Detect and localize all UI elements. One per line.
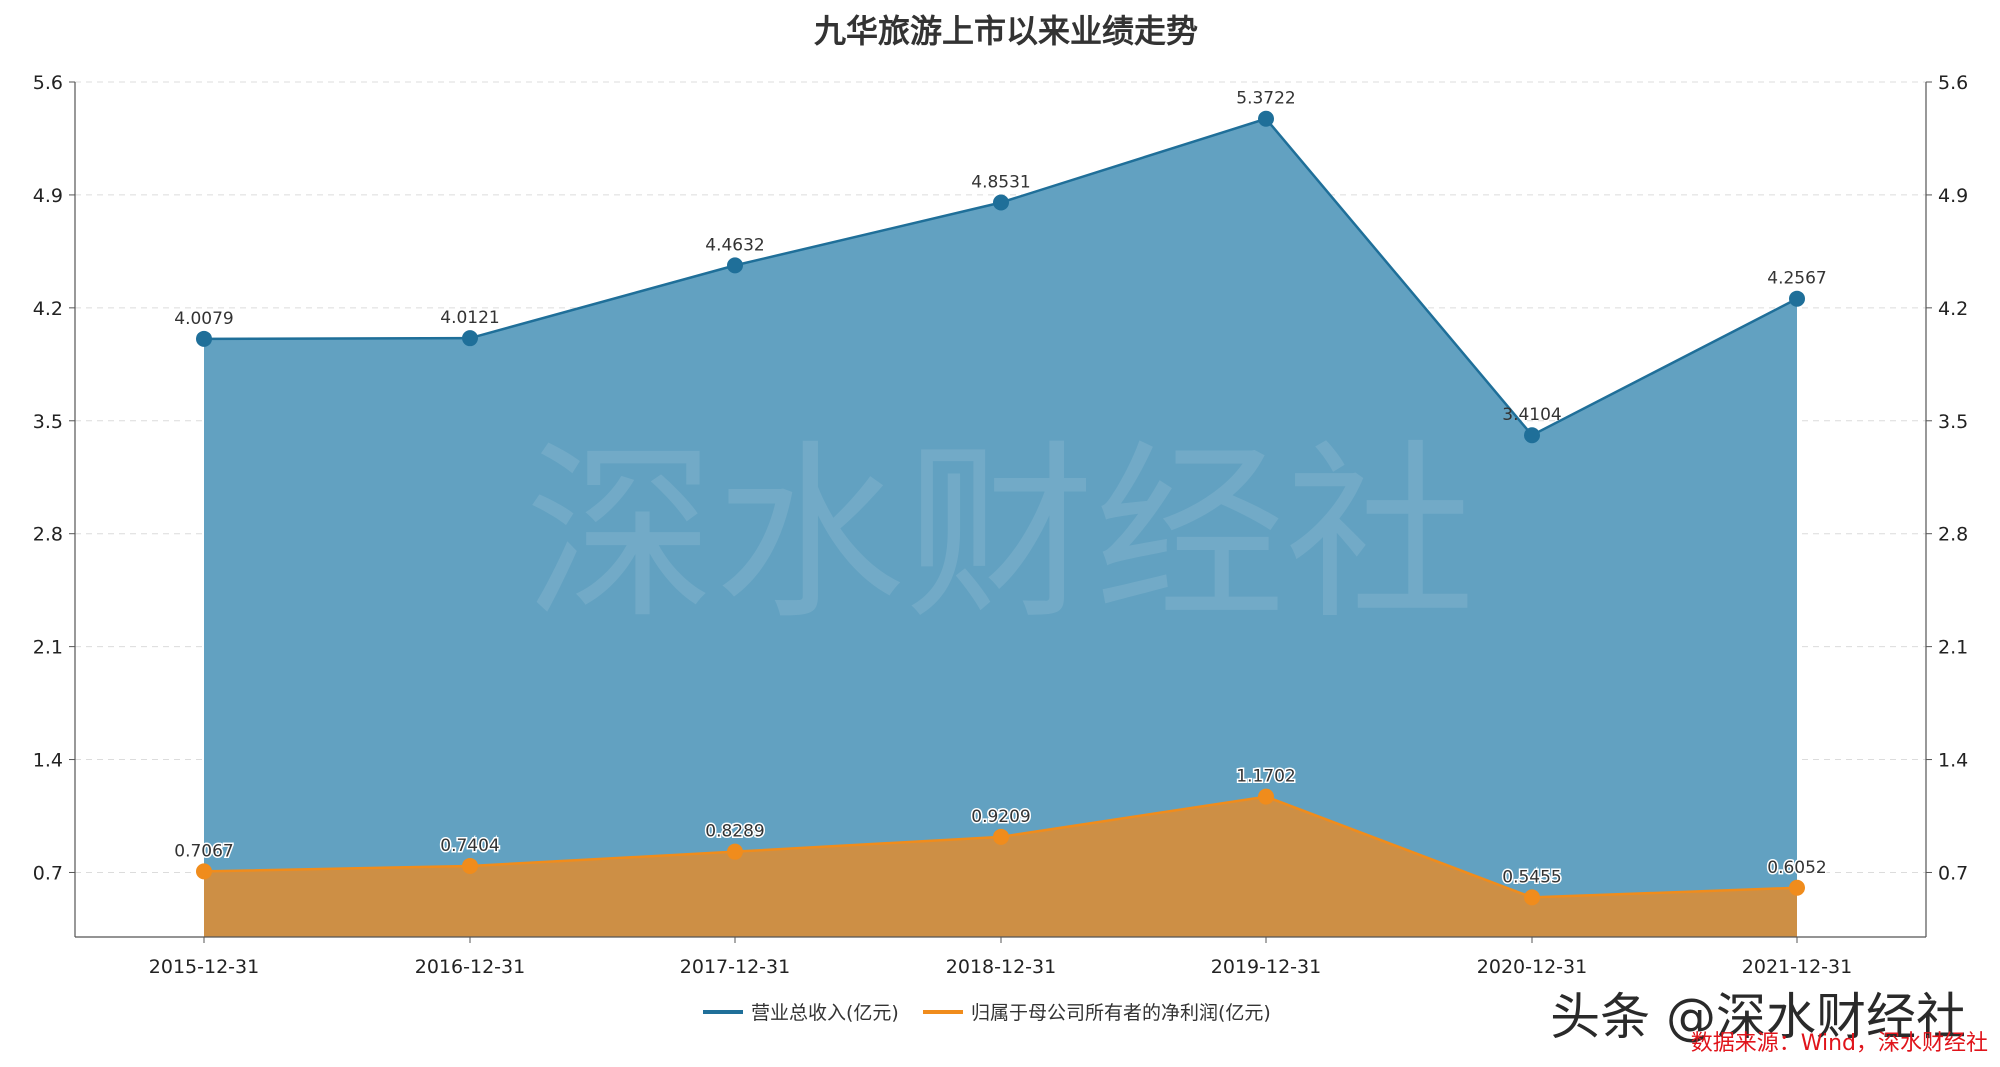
y-tick-label-left: 5.6: [33, 72, 63, 94]
data-point: [1789, 290, 1805, 307]
y-tick-label-left: 4.2: [33, 298, 63, 320]
data-label: 4.0079: [174, 309, 233, 329]
data-label: 5.3722: [1236, 89, 1295, 109]
y-tick-label-right: 1.4: [1938, 750, 1968, 772]
legend-label-revenue[interactable]: 营业总收入(亿元): [751, 1002, 899, 1024]
data-point: [993, 828, 1009, 845]
x-tick-label: 2020-12-31: [1477, 956, 1587, 978]
data-label: 0.9209: [971, 807, 1030, 827]
data-point: [1258, 788, 1274, 805]
data-points: [196, 110, 1805, 906]
area-fill-series-0: [204, 118, 1797, 937]
data-point: [1524, 427, 1540, 444]
x-tick-label: 2017-12-31: [680, 956, 790, 978]
data-labels: 4.0079 4.0121 4.4632 4.8531 5.3722 3.4104 4.25…: [173, 89, 1828, 889]
data-point: [462, 857, 478, 874]
data-point: [1258, 110, 1274, 127]
data-label: 4.0121: [440, 308, 499, 328]
data-point: [993, 194, 1009, 211]
y-tick-label-left: 1.4: [33, 750, 63, 772]
y-tick-label-left: 2.8: [33, 524, 63, 546]
data-point: [196, 330, 212, 347]
y-tick-label-left: 4.9: [33, 185, 63, 207]
y-tick-label-left: 3.5: [33, 411, 63, 433]
area-fill-series-1: [204, 796, 1797, 937]
y-tick-label-right: 5.6: [1938, 72, 1968, 94]
watermark: 深水财经社: [525, 424, 1475, 645]
data-label: 0.7067: [174, 841, 233, 861]
y-tick-label-right: 0.7: [1938, 862, 1968, 884]
x-tick-label: 2015-12-31: [149, 956, 259, 978]
y-tick-label-right: 2.1: [1938, 637, 1968, 659]
x-tick-label: 2019-12-31: [1211, 956, 1321, 978]
data-point: [1789, 879, 1805, 896]
data-label: 0.5455: [1502, 867, 1561, 887]
x-tick-label: 2021-12-31: [1742, 956, 1852, 978]
legend: 营业总收入(亿元) 归属于母公司所有者的净利润(亿元): [703, 1002, 1271, 1024]
data-label: 4.2567: [1767, 269, 1826, 289]
data-point: [196, 863, 212, 880]
data-label: 4.4632: [705, 235, 764, 255]
data-point: [462, 330, 478, 347]
y-tick-label-right: 4.9: [1938, 185, 1968, 207]
y-tick-label-left: 2.1: [33, 637, 63, 659]
area-series: [204, 118, 1797, 937]
data-label: 4.8531: [971, 172, 1030, 192]
y-tick-label-right: 4.2: [1938, 298, 1968, 320]
data-label: 1.1702: [1236, 767, 1295, 787]
axes: 0.7 0.7 1.4 1.4 2.1 2.1 2.8 2.8 3.5 3.5 4.2 4.2 4.9 4…: [33, 72, 1968, 978]
data-label: 3.4104: [1502, 405, 1561, 425]
y-tick-label-right: 3.5: [1938, 411, 1968, 433]
brand-watermark: 头条 @深水财经社: [1550, 988, 1966, 1046]
chart-title: 九华旅游上市以来业绩走势: [814, 12, 1198, 50]
x-tick-label: 2018-12-31: [946, 956, 1056, 978]
y-tick-label-right: 2.8: [1938, 524, 1968, 546]
data-label: 0.6052: [1767, 858, 1826, 878]
data-label: 0.8289: [705, 822, 764, 842]
data-label: 0.7404: [440, 836, 499, 856]
data-point: [1524, 889, 1540, 906]
source-note: 数据来源：Wind，深水财经社: [1691, 1031, 1988, 1056]
data-point: [727, 257, 743, 274]
data-point: [727, 843, 743, 860]
x-tick-label: 2016-12-31: [415, 956, 525, 978]
legend-label-net-profit[interactable]: 归属于母公司所有者的净利润(亿元): [971, 1002, 1271, 1024]
y-tick-label-left: 0.7: [33, 862, 63, 884]
